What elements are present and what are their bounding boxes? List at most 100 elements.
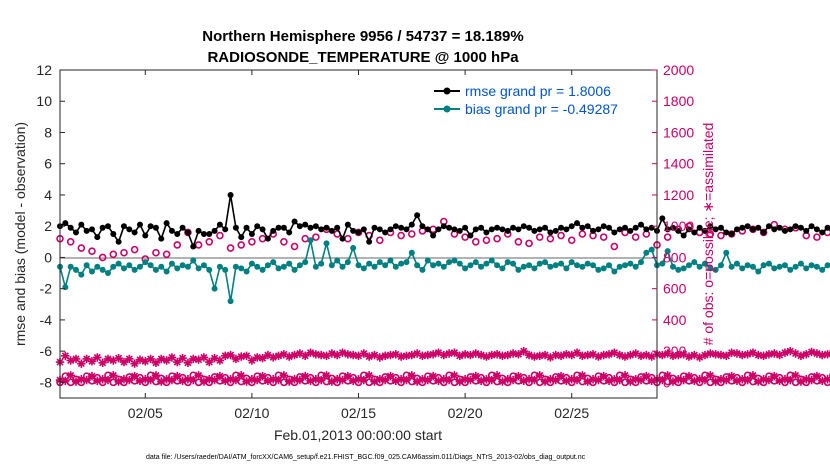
bias-point — [211, 285, 218, 292]
obs-assimilated-marker — [791, 349, 800, 358]
obs-assimilated-marker — [567, 375, 576, 384]
obs-assimilated-marker — [322, 371, 331, 380]
legend: rmse grand pr = 1.8006 bias grand pr = -… — [428, 80, 650, 124]
rmse-point — [574, 220, 581, 227]
obs-assimilated-marker — [311, 350, 321, 359]
rmse-point — [376, 226, 383, 233]
obs-assimilated-marker — [492, 371, 502, 380]
obs-assimilated-marker — [482, 375, 491, 384]
rmse-point — [563, 226, 570, 233]
obs-possible-marker — [312, 233, 320, 241]
bias-point — [371, 263, 378, 270]
rmse-point — [478, 224, 485, 231]
rmse-point — [195, 227, 202, 234]
obs-assimilated-marker — [141, 375, 150, 384]
obs-assimilated-marker — [455, 351, 464, 361]
rmse-point — [248, 231, 255, 237]
obs-assimilated-marker — [764, 375, 774, 385]
rmse-point — [104, 223, 111, 230]
obs-possible-marker — [535, 233, 544, 241]
obs-assimilated-marker — [98, 375, 107, 384]
rmse-point — [579, 224, 586, 231]
bias-point — [392, 263, 399, 270]
left-tick-label: 6 — [44, 156, 52, 172]
obs-assimilated-marker — [210, 353, 219, 363]
obs-assimilated-marker — [444, 349, 454, 358]
obs-assimilated-marker — [316, 350, 326, 360]
obs-possible-marker — [280, 238, 288, 246]
obs-assimilated-marker — [663, 371, 672, 380]
obs-assimilated-marker — [775, 350, 784, 360]
bias-point — [115, 260, 122, 267]
obs-assimilated-marker — [173, 357, 182, 367]
rmse-point — [504, 227, 511, 234]
left-tick-label: -2 — [40, 281, 53, 297]
rmse-point — [430, 232, 437, 239]
obs-assimilated-marker — [269, 375, 278, 384]
bias-point — [339, 263, 346, 270]
bias-point — [760, 262, 767, 269]
rmse-point — [403, 226, 410, 233]
rmse-point — [211, 227, 218, 234]
rmse-point — [712, 226, 719, 233]
rmse-point — [382, 229, 389, 236]
obs-assimilated-marker — [786, 346, 795, 356]
obs-assimilated-marker — [658, 350, 667, 360]
obs-assimilated-marker — [636, 375, 646, 385]
bias-point — [627, 260, 634, 267]
obs-assimilated-marker — [642, 350, 651, 360]
obs-assimilated-marker — [199, 377, 209, 386]
obs-possible-marker — [408, 230, 416, 238]
rmse-point — [707, 223, 714, 230]
rmse-point — [222, 226, 229, 233]
obs-assimilated-marker — [359, 349, 369, 358]
obs-assimilated-marker — [322, 351, 331, 361]
rmse-point — [451, 226, 458, 233]
obs-assimilated-marker — [226, 350, 235, 360]
rmse-point — [792, 223, 799, 230]
left-tick-label: -4 — [40, 312, 53, 328]
obs-assimilated-marker — [498, 377, 507, 386]
bias-point — [701, 260, 708, 267]
legend-box — [428, 80, 650, 124]
rmse-point — [152, 224, 159, 231]
rmse-point — [590, 227, 597, 234]
obs-assimilated-marker — [396, 375, 406, 384]
rmse-point — [243, 224, 250, 231]
obs-assimilated-marker — [508, 375, 518, 385]
left-tick-label: 0 — [44, 249, 52, 265]
obs-assimilated-marker — [167, 375, 177, 385]
rmse-point — [616, 226, 623, 233]
obs-assimilated-marker — [247, 356, 257, 365]
bias-point — [414, 262, 421, 269]
bias-point — [318, 260, 325, 267]
rmse-point — [200, 231, 207, 237]
rmse-point — [392, 223, 399, 230]
obs-assimilated-marker — [748, 371, 758, 380]
obs-assimilated-marker — [487, 350, 496, 360]
obs-possible-marker — [813, 233, 821, 241]
obs-assimilated-marker — [620, 371, 630, 380]
rmse-point — [776, 224, 783, 231]
obs-assimilated-marker — [780, 375, 790, 384]
x-axis-label: Feb.01,2013 00:00:00 start — [274, 427, 442, 443]
obs-assimilated-marker — [343, 371, 353, 381]
bias-point — [323, 240, 330, 247]
bias-point — [664, 248, 671, 255]
bias-point — [808, 262, 815, 269]
obs-assimilated-marker — [189, 354, 198, 364]
bias-point — [152, 266, 159, 273]
obs-assimilated-marker — [727, 371, 736, 381]
bias-point — [72, 266, 79, 273]
rmse-point — [669, 224, 676, 231]
rmse-point — [280, 224, 287, 231]
obs-assimilated-marker — [610, 348, 619, 357]
obs-assimilated-marker — [796, 351, 806, 361]
obs-assimilated-marker — [754, 350, 763, 360]
rmse-point — [366, 238, 373, 245]
bias-point — [733, 260, 740, 267]
obs-assimilated-marker — [812, 371, 822, 381]
rmse-point — [270, 227, 277, 234]
obs-assimilated-marker — [295, 375, 305, 385]
